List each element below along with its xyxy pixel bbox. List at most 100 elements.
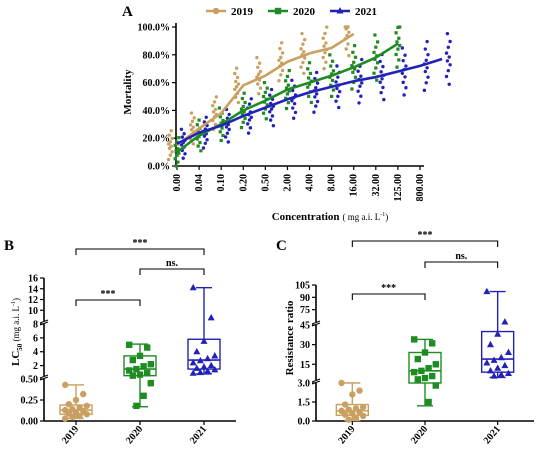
panel-a-data-point [211, 103, 215, 108]
panel-a-data-point [177, 151, 181, 155]
panel-a-x-tick-label: 125.00 [393, 174, 404, 202]
panel-a-y-tick-label: 0.0% [148, 162, 171, 173]
panel-a-data-point [167, 133, 172, 137]
box-point [359, 403, 367, 411]
panel-a-data-point [330, 59, 335, 63]
box-point [65, 401, 73, 408]
panel-a-data-point [398, 25, 402, 29]
box-point [136, 371, 144, 378]
x-tick-label: 2020 [124, 424, 145, 446]
box-point [341, 411, 349, 418]
box-point [69, 413, 76, 420]
box-point [207, 361, 215, 369]
panel-b-y-axis-label: LC50 (mg a.i. L-1) [10, 298, 24, 366]
panel-a-data-point [265, 103, 269, 107]
panel-a-legend: 2019 2020 2021 [206, 6, 377, 18]
panel-a-data-point [347, 30, 351, 34]
panel-a-data-point [212, 100, 217, 104]
panel-a-data-point [203, 141, 208, 145]
y-tick-label: 3.0 [298, 379, 311, 390]
panel-a-data-point [359, 74, 363, 78]
y-tick-label: 30 [300, 340, 310, 351]
panel-a-data-point [422, 88, 427, 93]
panel-a-data-point [166, 157, 171, 162]
panel-a-data-point [256, 65, 260, 70]
panel-a-data-point [331, 69, 336, 73]
significance-label: *** [418, 230, 433, 241]
axis-break [311, 322, 321, 327]
box-point [359, 412, 367, 420]
panel-a-data-point [446, 68, 451, 73]
panel-a-data-point [315, 81, 320, 85]
box-point [76, 412, 83, 420]
panel-a-data-point [331, 88, 336, 92]
panel-a-data-point [169, 128, 173, 133]
panel-a-data-point [314, 86, 318, 90]
panel-a-data-point [400, 71, 405, 75]
y-tick-label: 16 [28, 274, 38, 285]
panel-a-data-point [227, 112, 231, 117]
panel-a-data-point [175, 140, 179, 144]
panel-a-data-point [242, 91, 246, 95]
panel-a-data-point [376, 40, 380, 44]
box-point [429, 372, 436, 380]
y-tick-label: 0.00 [21, 417, 39, 428]
panel-a-data-point [257, 61, 262, 65]
box-point [494, 364, 502, 371]
panel-a-data-point [307, 82, 312, 86]
panel-a-data-point [223, 135, 228, 139]
panel-a-data-point [394, 52, 398, 57]
panel-a-data-point [291, 88, 295, 93]
panel-a-data-point [404, 64, 408, 68]
panel-a-x-tick-label: 0.20 [238, 174, 249, 192]
panel-a-legend-marker [212, 7, 220, 15]
box-point [147, 380, 154, 387]
box-point [345, 416, 352, 423]
panel-a-data-point [314, 70, 319, 75]
box-point [129, 356, 136, 364]
box-point [483, 287, 491, 295]
panel-a-data-point [307, 61, 312, 65]
box-point [411, 368, 418, 376]
panel-a-data-point [307, 94, 311, 98]
panel-a-data-point [401, 58, 405, 63]
panel-a-data-point [249, 115, 253, 119]
y-tick-label: 0.0 [298, 417, 311, 428]
box-point [497, 370, 505, 378]
panel-a-data-point [345, 25, 349, 29]
y-tick-label: 15 [300, 360, 310, 371]
panel-a-data-point [379, 90, 383, 95]
box-point [356, 387, 363, 394]
panel-a-legend-label: 2019 [231, 6, 254, 18]
significance-label: *** [133, 238, 148, 249]
y-tick-label: 1.5 [298, 398, 311, 409]
panel-a-data-point [235, 75, 240, 80]
panel-a-data-point [262, 81, 267, 85]
panel-a-data-point [301, 42, 305, 46]
box-point [349, 391, 356, 398]
panel-a-data-point [394, 31, 398, 35]
box-point [504, 369, 512, 377]
panel-a-data-point [195, 123, 199, 127]
panel-a-data-point [293, 110, 298, 115]
panel-a-scatter-points [166, 25, 452, 168]
panel-a-data-point [176, 147, 180, 151]
panel-a-data-point [236, 82, 241, 86]
panel-a-data-point [375, 78, 379, 82]
box-point [211, 365, 219, 373]
panel-a-data-point [446, 45, 451, 49]
bracket-line [75, 299, 141, 306]
panel-a-data-point [201, 146, 206, 150]
y-tick-label: 14 [28, 284, 38, 295]
panel-a-data-point [302, 71, 306, 75]
panel-a-data-point [337, 105, 341, 110]
panel-a-data-point [268, 118, 273, 122]
panel-a-data-point [249, 97, 253, 101]
panel-a-data-point [233, 71, 237, 76]
panel-a-data-point [182, 132, 186, 136]
box-point [80, 390, 87, 398]
axis-break [39, 321, 49, 326]
panel-a-data-point [218, 130, 222, 134]
panel-a-data-point [286, 101, 290, 105]
